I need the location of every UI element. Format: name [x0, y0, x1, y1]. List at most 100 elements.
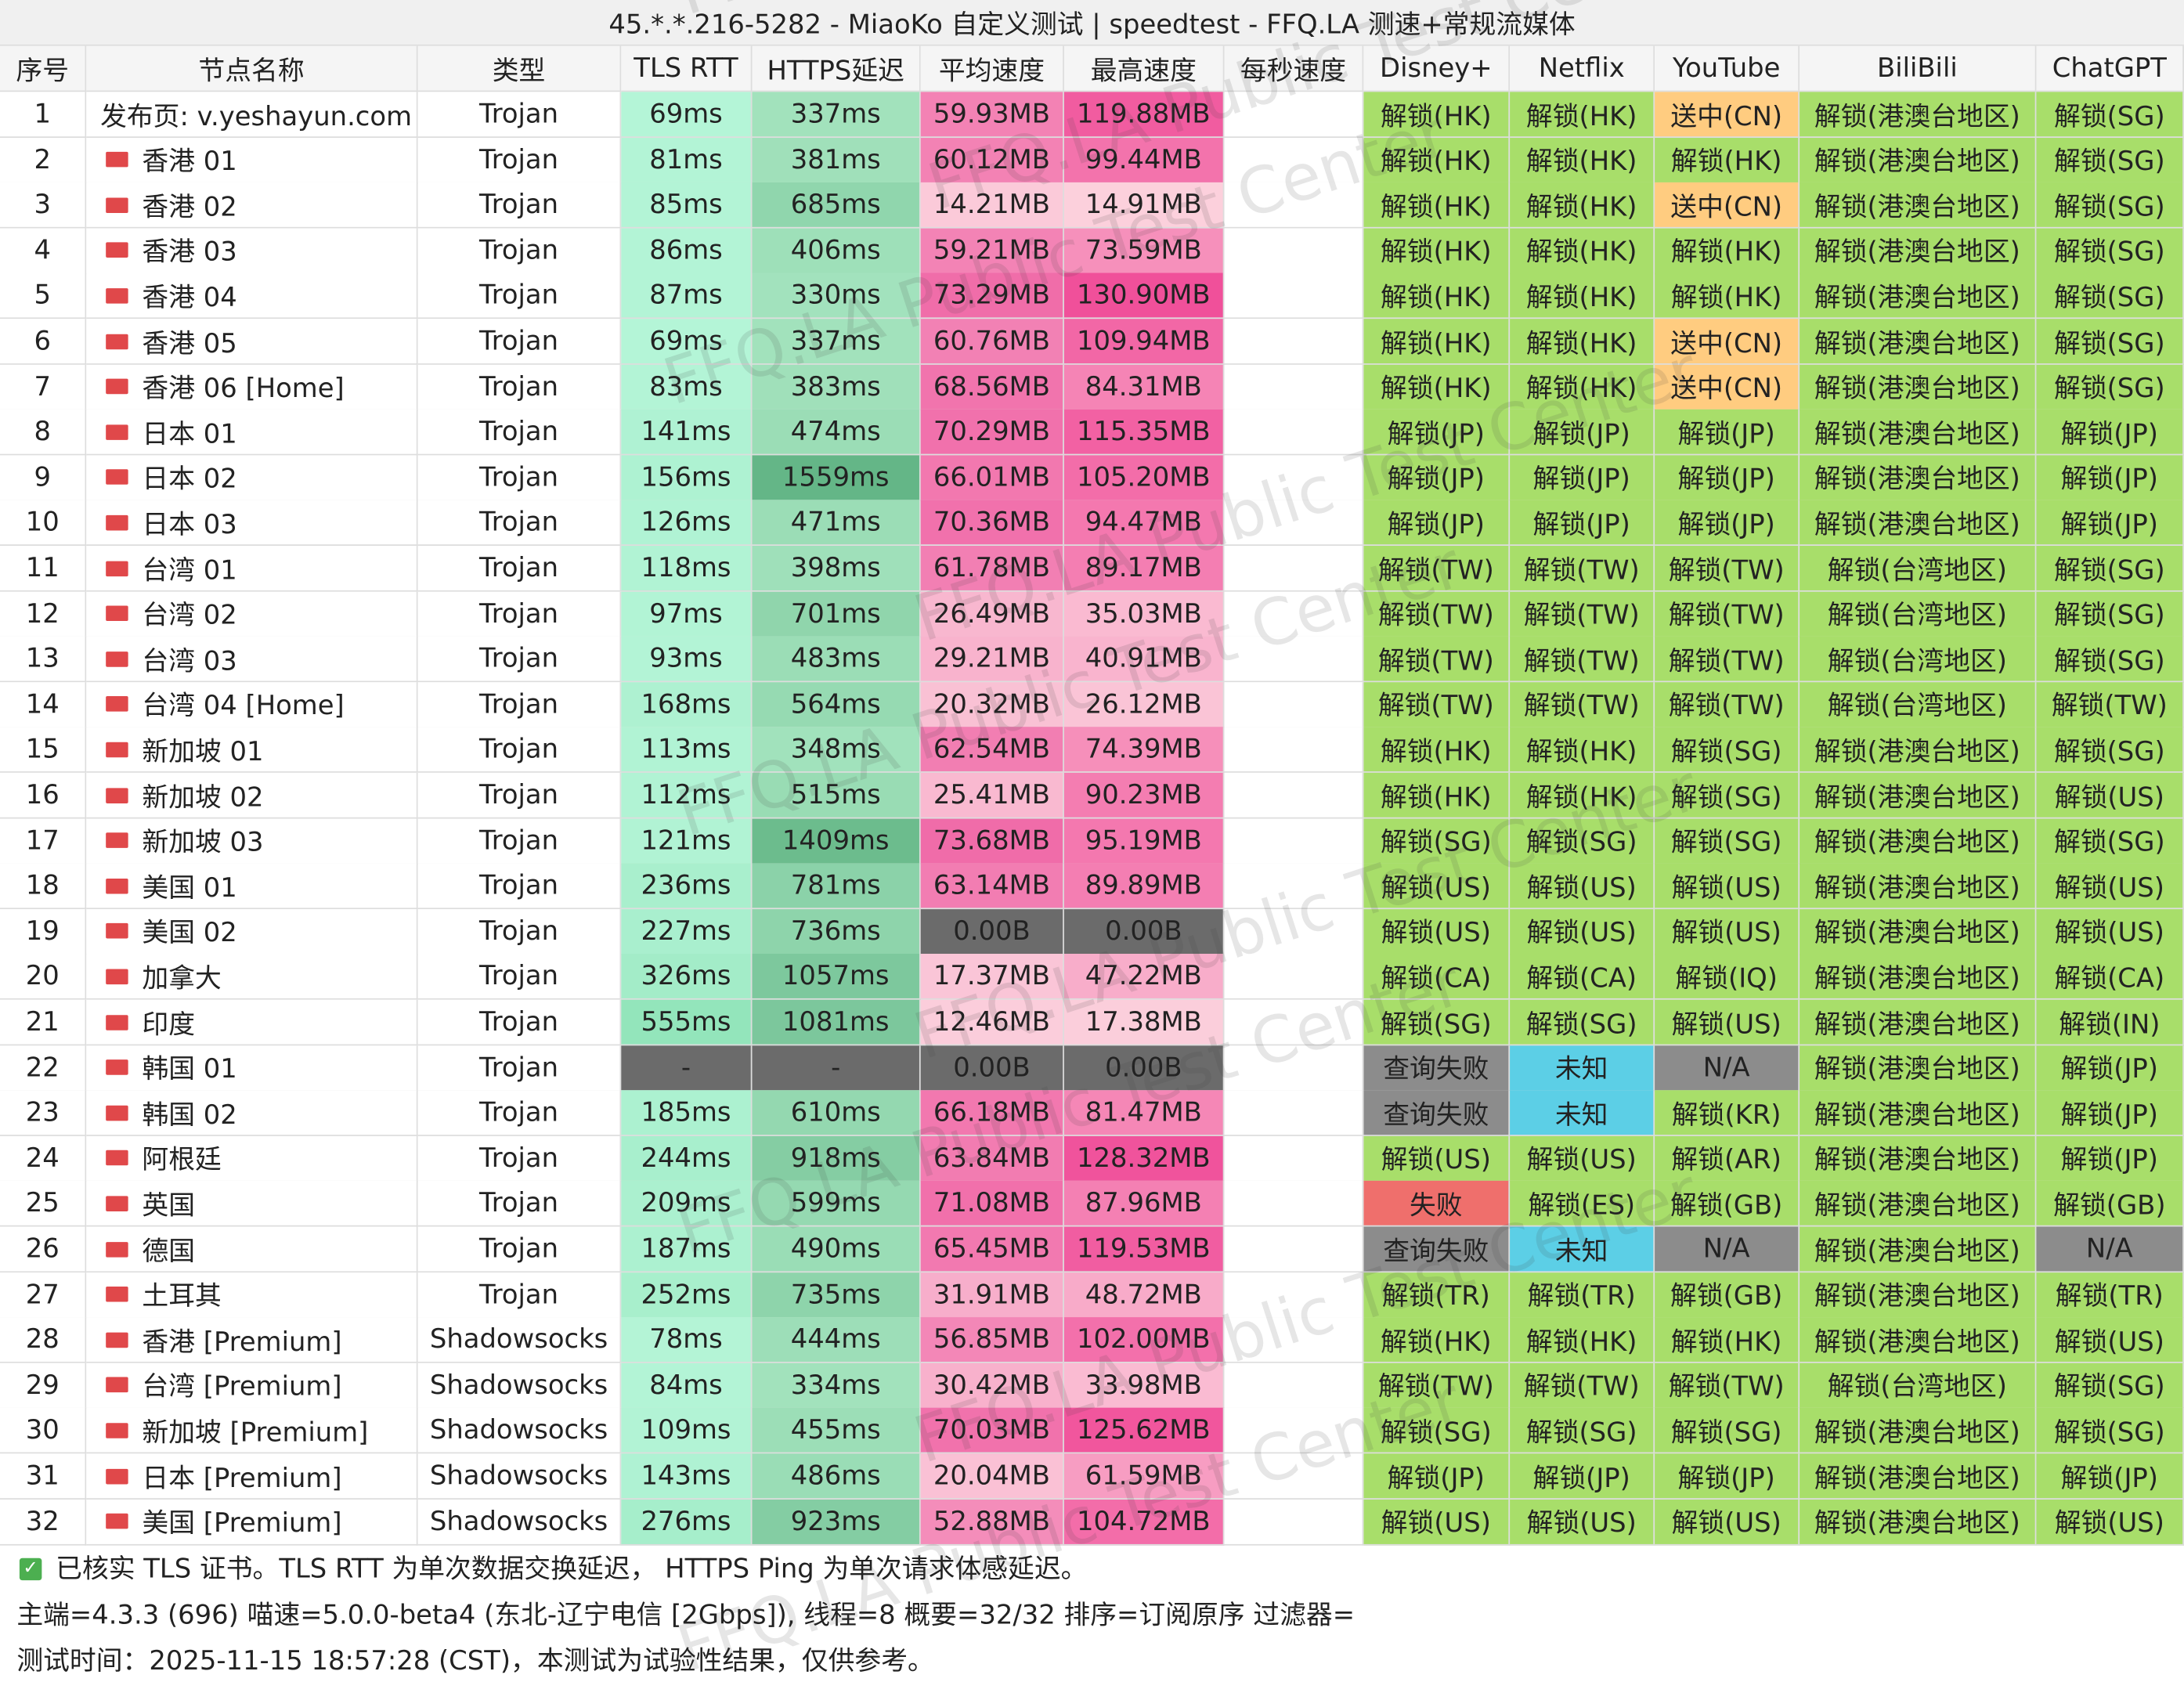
flag-icon: [106, 560, 128, 576]
table-cell: 解锁(GB): [1655, 1181, 1800, 1228]
table-cell: 187ms: [621, 1226, 753, 1273]
table-cell: 0.00B: [920, 908, 1064, 955]
table-cell: 解锁(SG): [2036, 590, 2184, 637]
table-cell: 73.59MB: [1063, 228, 1225, 274]
footer-text: 测试时间：2025-11-15 18:57:28 (CST)，本测试为试验性结果…: [16, 1646, 934, 1677]
speed-sparkline-cell: [1224, 727, 1364, 774]
table-cell: 解锁(HK): [1363, 273, 1511, 319]
table-cell: 解锁(JP): [1363, 1453, 1511, 1500]
speed-sparkline-cell: [1224, 273, 1364, 319]
table-cell: 解锁(SG): [2036, 546, 2184, 592]
table-cell: 1057ms: [752, 954, 921, 1001]
table-cell: 解锁(TW): [1510, 636, 1655, 683]
table-cell: 解锁(SG): [2036, 273, 2184, 319]
table-cell: 送中(CN): [1655, 92, 1800, 139]
table-cell: 解锁(SG): [1655, 1408, 1800, 1455]
flag-icon: [106, 787, 128, 803]
table-cell: 解锁(港澳台地区): [1800, 1272, 2037, 1319]
node-name: 印度: [86, 999, 418, 1046]
table-cell: 解锁(SG): [1510, 818, 1655, 864]
table-cell: Shadowsocks: [417, 1317, 622, 1364]
table-cell: 解锁(港澳台地区): [1800, 137, 2037, 183]
node-name-text: 香港 04: [142, 282, 237, 313]
table-cell: 610ms: [752, 1090, 921, 1137]
table-cell: 解锁(HK): [1655, 228, 1800, 274]
table-cell: N/A: [1655, 1045, 1800, 1092]
node-name: 香港 02: [86, 182, 418, 229]
node-name: 加拿大: [86, 954, 418, 1001]
flag-icon: [106, 1423, 128, 1438]
table-cell: 解锁(CA): [1363, 954, 1511, 1001]
flag-icon: [106, 378, 128, 395]
table-cell: 解锁(SG): [1655, 727, 1800, 774]
table-cell: 解锁(US): [1655, 908, 1800, 955]
table-cell: 66.18MB: [920, 1090, 1064, 1137]
table-cell: 解锁(台湾地区): [1800, 681, 2037, 728]
node-name-text: 台湾 04 [Home]: [142, 691, 345, 722]
table-cell: 解锁(SG): [1363, 818, 1511, 864]
table-cell: Trojan: [417, 1045, 622, 1092]
speed-sparkline-cell: [1224, 1135, 1364, 1182]
table-cell: 解锁(港澳台地区): [1800, 999, 2037, 1046]
table-cell: 86ms: [621, 228, 753, 274]
table-cell: 解锁(HK): [1510, 273, 1655, 319]
flag-icon: [106, 605, 128, 622]
table-cell: 送中(CN): [1655, 182, 1800, 229]
table-cell: 78ms: [621, 1317, 753, 1364]
table-cell: Shadowsocks: [417, 1363, 622, 1409]
table-cell: 解锁(港澳台地区): [1800, 1090, 2037, 1137]
column-header: 类型: [417, 45, 622, 92]
table-cell: 解锁(SG): [2036, 92, 2184, 139]
table-cell: 解锁(US): [1363, 863, 1511, 910]
speed-sparkline-cell: [1224, 954, 1364, 1001]
table-cell: 97ms: [621, 590, 753, 637]
flag-icon: [106, 742, 128, 758]
table-cell: 119.53MB: [1063, 1226, 1225, 1273]
node-name-text: 阿根廷: [142, 1145, 222, 1176]
table-cell: 未知: [1510, 1045, 1655, 1092]
table-cell: 455ms: [752, 1408, 921, 1455]
table-cell: 1409ms: [752, 818, 921, 864]
table-cell: 74.39MB: [1063, 727, 1225, 774]
table-cell: 348ms: [752, 727, 921, 774]
table-cell: 解锁(SG): [2036, 182, 2184, 229]
table-cell: 68.56MB: [920, 364, 1064, 410]
table-cell: 解锁(TW): [1363, 546, 1511, 592]
column-header: YouTube: [1655, 45, 1800, 92]
table-cell: 26: [0, 1226, 87, 1273]
table-cell: 87.96MB: [1063, 1181, 1225, 1228]
table-cell: 923ms: [752, 1499, 921, 1545]
table-cell: 解锁(SG): [2036, 319, 2184, 365]
column-header: 每秒速度: [1224, 45, 1364, 92]
table-cell: 解锁(TW): [1510, 590, 1655, 637]
table-cell: Trojan: [417, 546, 622, 592]
speed-sparkline-cell: [1224, 1453, 1364, 1500]
table-cell: 解锁(SG): [2036, 1408, 2184, 1455]
table-cell: 解锁(US): [2036, 1317, 2184, 1364]
table-cell: 515ms: [752, 772, 921, 819]
table-cell: 781ms: [752, 863, 921, 910]
node-name: 美国 [Premium]: [86, 1499, 418, 1545]
flag-icon: [106, 1513, 128, 1529]
speed-sparkline-cell: [1224, 546, 1364, 592]
table-cell: 112ms: [621, 772, 753, 819]
node-name-text: 韩国 02: [142, 1099, 237, 1131]
node-name-text: 德国: [142, 1236, 196, 1267]
node-name-text: 新加坡 [Premium]: [142, 1417, 369, 1449]
table-cell: 21: [0, 999, 87, 1046]
node-name: 台湾 01: [86, 546, 418, 592]
table-cell: 28: [0, 1317, 87, 1364]
node-name: 台湾 04 [Home]: [86, 681, 418, 728]
speed-sparkline-cell: [1224, 772, 1364, 819]
table-cell: 93ms: [621, 636, 753, 683]
table-cell: 398ms: [752, 546, 921, 592]
table-cell: 126ms: [621, 500, 753, 547]
node-name: 台湾 [Premium]: [86, 1363, 418, 1409]
table-cell: Trojan: [417, 500, 622, 547]
node-name-text: 新加坡 02: [142, 781, 264, 813]
column-header: BiliBili: [1800, 45, 2037, 92]
speed-sparkline-cell: [1224, 1499, 1364, 1545]
table-cell: 31.91MB: [920, 1272, 1064, 1319]
table-cell: N/A: [2036, 1226, 2184, 1273]
table-cell: 解锁(港澳台地区): [1800, 1135, 2037, 1182]
